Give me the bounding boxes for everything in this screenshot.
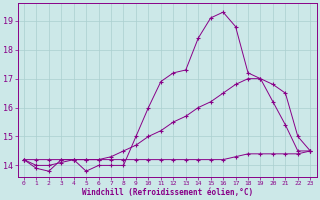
X-axis label: Windchill (Refroidissement éolien,°C): Windchill (Refroidissement éolien,°C)	[82, 188, 253, 197]
